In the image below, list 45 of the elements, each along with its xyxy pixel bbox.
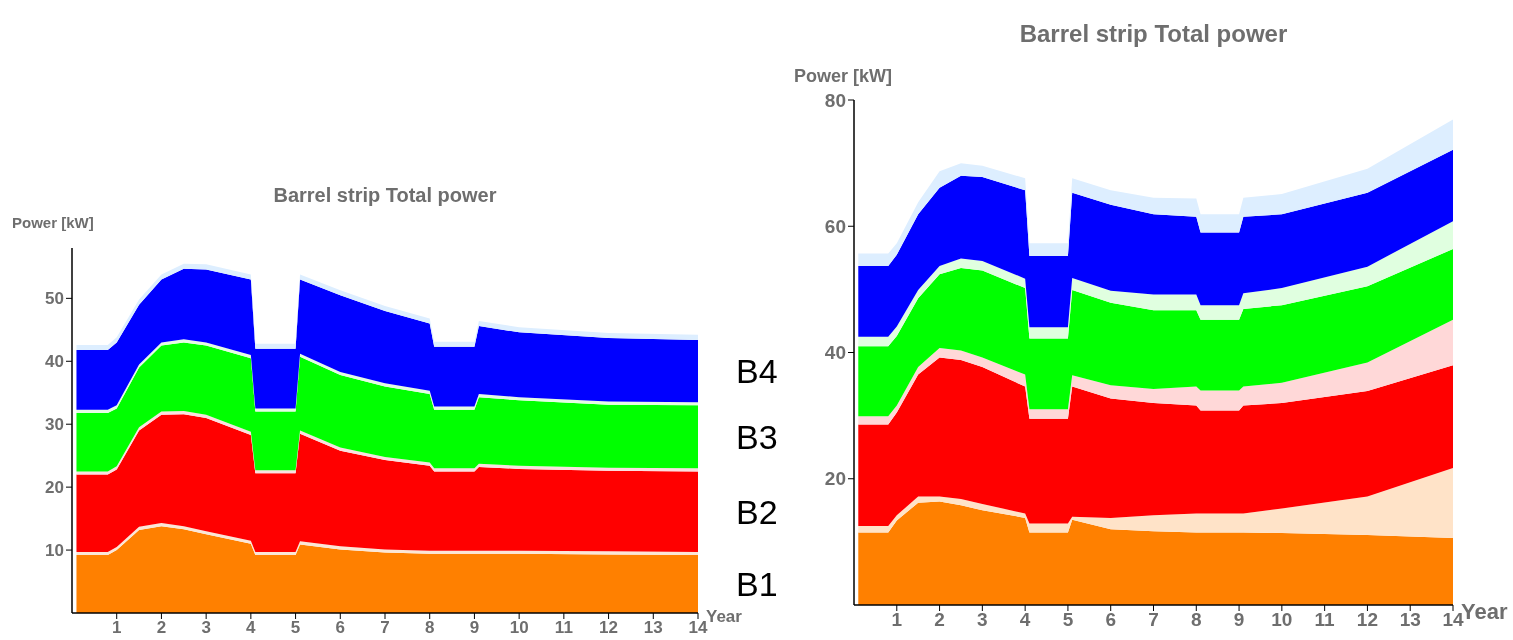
x-tick-label: 2 [156,618,167,638]
x-tick-label: 8 [1191,609,1202,631]
x-tick-label: 2 [934,609,945,631]
y-tick-label: 80 [824,89,846,111]
series-label: B2 [736,491,778,532]
x-tick-label: 13 [643,618,663,638]
x-tick-label: 7 [1148,609,1159,631]
x-tick-label: 7 [380,618,390,638]
x-axis-title: Year [706,607,742,626]
x-tick-label: 12 [1356,609,1378,631]
x-tick-label: 11 [554,618,573,638]
x-tick-label: 5 [290,618,301,638]
x-tick-label: 1 [891,609,903,631]
x-tick-label: 13 [1399,609,1421,631]
x-tick-label: 14 [688,618,708,638]
x-tick-label: 5 [1062,609,1074,631]
y-tick-label: 30 [45,415,64,435]
chart-title: Barrel strip Total power [1018,19,1289,49]
x-tick-label: 10 [1271,609,1293,631]
x-tick-label: 12 [599,618,619,638]
y-tick-label: 40 [45,352,64,372]
x-tick-label: 1 [111,618,122,638]
x-tick-label: 9 [469,618,480,638]
x-tick-label: 3 [977,609,988,631]
y-tick-label: 20 [45,478,64,498]
y-tick-label: 10 [45,541,64,561]
x-tick-label: 6 [335,618,346,638]
chart-title: Barrel strip Total power [272,183,498,208]
y-axis-title: Power [kW] [794,66,893,87]
x-tick-label: 8 [424,618,435,638]
y-axis-title: Power [kW] [12,214,94,231]
x-tick-label: 9 [1233,609,1245,631]
y-tick-label: 60 [824,215,846,237]
x-tick-label: 4 [246,618,257,638]
series-label: B1 [736,564,778,605]
series-label: B3 [736,416,778,457]
y-tick-label: 50 [45,289,64,309]
y-tick-label: 20 [824,468,846,490]
x-tick-label: 3 [201,618,211,638]
x-tick-label: 6 [1105,609,1116,631]
x-tick-label: 11 [1314,609,1336,631]
series-label: B4 [736,351,778,392]
x-tick-label: 10 [509,618,529,638]
x-tick-label: 4 [1019,609,1031,631]
y-tick-label: 40 [824,342,846,364]
